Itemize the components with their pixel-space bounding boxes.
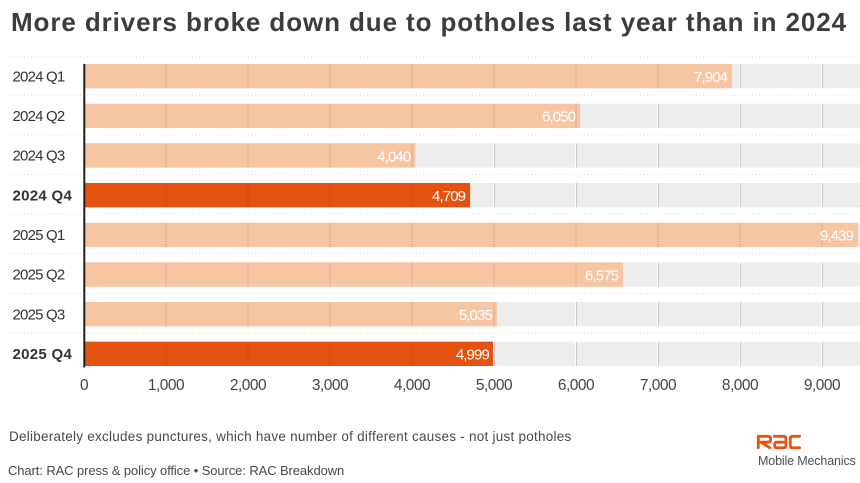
svg-text:0: 0 (80, 377, 89, 394)
svg-text:9,439: 9,439 (820, 228, 854, 245)
svg-text:2024 Q4: 2024 Q4 (13, 187, 73, 204)
svg-text:5,035: 5,035 (459, 307, 493, 324)
svg-text:4,999: 4,999 (456, 347, 490, 364)
svg-text:6,575: 6,575 (585, 267, 619, 284)
svg-text:2,000: 2,000 (230, 377, 267, 394)
svg-text:8,000: 8,000 (722, 377, 759, 394)
svg-text:3,000: 3,000 (312, 377, 349, 394)
svg-text:1,000: 1,000 (148, 377, 185, 394)
svg-text:2024 Q1: 2024 Q1 (13, 68, 65, 85)
svg-text:4,709: 4,709 (432, 188, 466, 205)
svg-text:4,040: 4,040 (377, 148, 411, 165)
svg-text:2025 Q3: 2025 Q3 (13, 306, 65, 323)
svg-text:2025 Q1: 2025 Q1 (13, 227, 65, 244)
svg-text:6,050: 6,050 (542, 109, 576, 126)
svg-text:6,000: 6,000 (558, 377, 595, 394)
svg-text:2024 Q2: 2024 Q2 (13, 108, 65, 125)
svg-text:2025 Q4: 2025 Q4 (13, 346, 73, 363)
svg-text:2025 Q2: 2025 Q2 (13, 267, 65, 284)
svg-text:7,000: 7,000 (640, 377, 677, 394)
svg-text:4,000: 4,000 (394, 377, 431, 394)
svg-text:9,000: 9,000 (804, 377, 841, 394)
svg-text:2024 Q3: 2024 Q3 (13, 148, 65, 165)
svg-text:5,000: 5,000 (476, 377, 513, 394)
svg-text:7,904: 7,904 (694, 69, 728, 86)
